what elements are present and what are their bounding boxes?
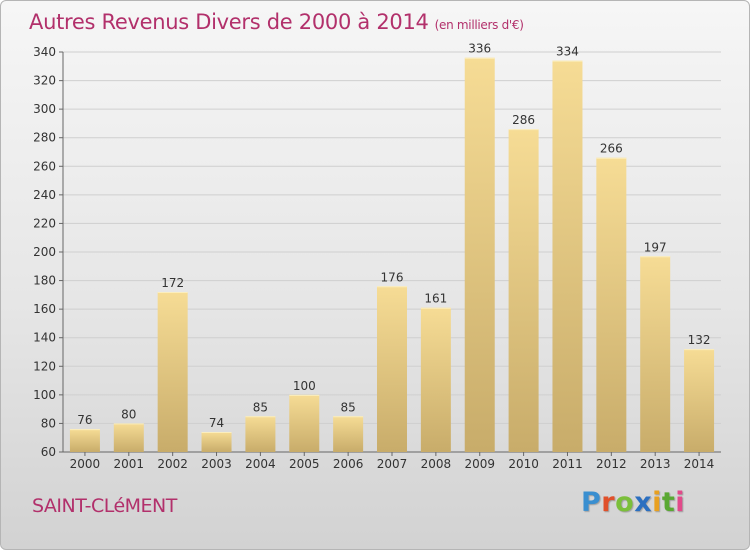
- value-label: 74: [209, 416, 224, 430]
- x-tick-label: 2010: [508, 457, 539, 471]
- x-tick-label: 2005: [289, 457, 320, 471]
- proxiti-logo[interactable]: Proxiti: [581, 487, 685, 518]
- value-label: 172: [161, 276, 184, 290]
- bar-2010: [508, 129, 539, 452]
- bar-2011: [552, 60, 583, 452]
- y-tick-label: 180: [33, 274, 56, 288]
- value-label: 161: [424, 292, 447, 306]
- logo-letter: t: [661, 487, 676, 518]
- logo-letter: i: [652, 487, 662, 518]
- x-tick-label: 2002: [157, 457, 188, 471]
- bar-2006: [333, 416, 364, 452]
- labels: 76 2000 80 2001 172 2002 74 2003 85 2004 100 2005 85…: [70, 42, 715, 471]
- bar-2013: [640, 256, 671, 452]
- title-text: Autres Revenus Divers de 2000 à 2014: [29, 10, 429, 34]
- bar-2000: [69, 429, 100, 452]
- y-tick-label: 340: [33, 45, 56, 59]
- y-tick-label: 260: [33, 159, 56, 173]
- value-label: 132: [688, 333, 711, 347]
- x-tick-label: 2007: [377, 457, 408, 471]
- y-tick-label: 280: [33, 131, 56, 145]
- bar-2004: [245, 416, 276, 452]
- x-tick-label: 2000: [70, 457, 101, 471]
- y-tick-label: 60: [41, 445, 56, 459]
- y-tick-label: 80: [41, 416, 56, 430]
- value-label: 85: [340, 400, 355, 414]
- x-tick-label: 2006: [333, 457, 364, 471]
- value-label: 100: [293, 379, 316, 393]
- x-tick-label: 2013: [640, 457, 671, 471]
- y-tick-label: 320: [33, 74, 56, 88]
- y-tick-label: 300: [33, 102, 56, 116]
- y-tick-label: 140: [33, 331, 56, 345]
- y-tick-label: 120: [33, 359, 56, 373]
- value-label: 286: [512, 113, 535, 127]
- logo-letter: P: [581, 487, 602, 518]
- bar-2005: [289, 394, 320, 452]
- value-label: 176: [381, 270, 404, 284]
- x-tick-label: 2003: [201, 457, 232, 471]
- title-unit: (en milliers d'€): [434, 18, 524, 32]
- y-tick-label: 100: [33, 388, 56, 402]
- x-tick-label: 2014: [684, 457, 715, 471]
- bar-2003: [201, 432, 232, 452]
- chart-title: Autres Revenus Divers de 2000 à 2014 (en …: [29, 10, 524, 34]
- value-label: 197: [644, 240, 667, 254]
- x-tick-label: 2001: [114, 457, 145, 471]
- x-tick-label: 2009: [464, 457, 495, 471]
- bar-2002: [157, 292, 188, 452]
- bar-2009: [464, 57, 495, 452]
- y-tick-label: 220: [33, 216, 56, 230]
- value-label: 80: [121, 407, 136, 421]
- bar-2001: [113, 423, 144, 452]
- y-tick-label: 160: [33, 302, 56, 316]
- bar-2008: [420, 307, 451, 452]
- x-tick-label: 2012: [596, 457, 627, 471]
- bar-2012: [596, 157, 627, 452]
- value-label: 266: [600, 142, 623, 156]
- value-label: 76: [77, 413, 92, 427]
- value-label: 85: [253, 400, 268, 414]
- value-label: 336: [468, 42, 491, 56]
- logo-letter: x: [634, 487, 653, 518]
- x-tick-label: 2004: [245, 457, 276, 471]
- bar-2007: [377, 286, 407, 452]
- y-tick-label: 200: [33, 245, 56, 259]
- x-tick-label: 2008: [421, 457, 452, 471]
- bars: [69, 57, 715, 452]
- value-label: 334: [556, 45, 579, 59]
- y-tick-label: 240: [33, 188, 56, 202]
- logo-letter: r: [601, 487, 616, 518]
- bar-2014: [684, 349, 715, 452]
- commune-name: SAINT-CLéMENT: [32, 495, 177, 517]
- logo-letter: o: [615, 487, 635, 518]
- logo-letter: i: [675, 487, 686, 518]
- x-tick-label: 2011: [552, 457, 583, 471]
